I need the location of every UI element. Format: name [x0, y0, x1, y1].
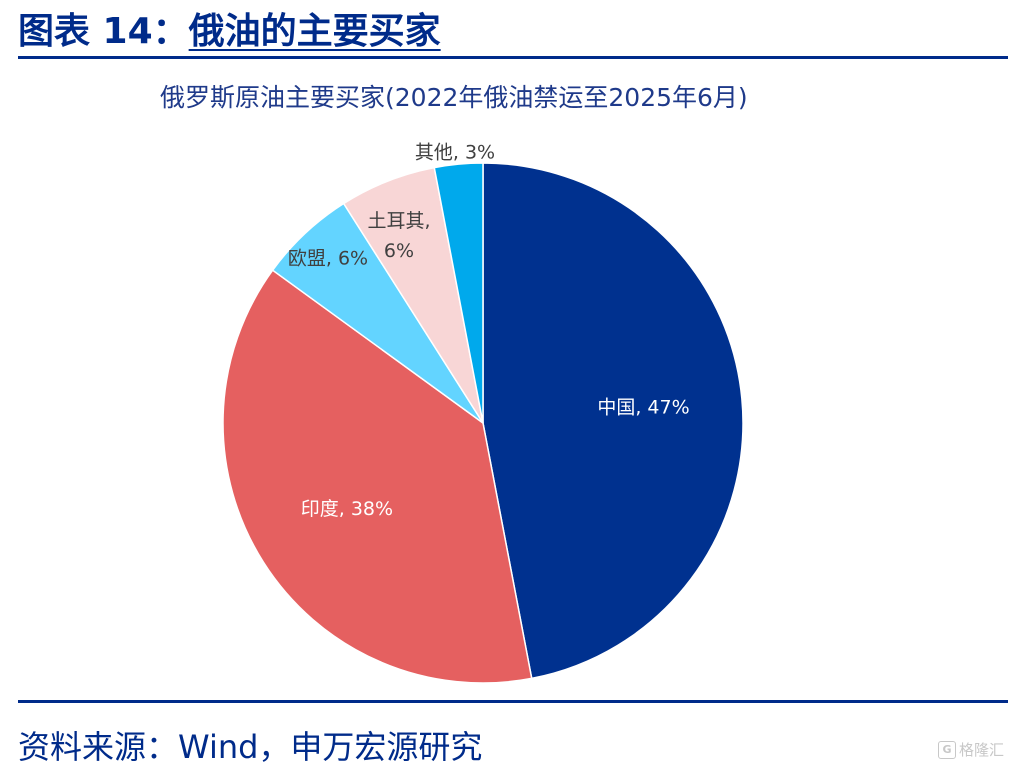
figure-title: 俄油的主要买家 — [188, 11, 441, 52]
pie-label-2: 印度, 38% — [301, 498, 393, 520]
watermark: G 格隆汇 — [937, 739, 1004, 760]
pie-slice-5 — [433, 162, 484, 424]
watermark-logo-icon: G — [937, 740, 956, 759]
pie-label-4: 土耳其, 6% — [367, 210, 430, 262]
pie-label-4-line-2: 6% — [384, 240, 414, 262]
pie-label-4-line-1: 土耳其, — [367, 210, 430, 232]
source-note: 资料来源：Wind，申万宏源研究 — [18, 728, 483, 766]
figure-header: 图表 14： 俄油的主要买家 — [18, 4, 441, 52]
pie-slices — [222, 162, 744, 684]
chart-title: 俄罗斯原油主要买家(2022年俄油禁运至2025年6月) — [160, 83, 748, 112]
pie-label-3: 欧盟, 6% — [288, 248, 368, 270]
watermark-text: 格隆汇 — [958, 741, 1004, 759]
pie-label-1: 中国, 47% — [597, 396, 689, 418]
footer-divider — [18, 700, 1008, 703]
pie-slice-1 — [482, 162, 744, 680]
pie-slice-2 — [222, 269, 533, 684]
header-divider — [18, 56, 1008, 59]
figure-number: 图表 14： — [18, 11, 189, 52]
pie-label-5: 其他, 3% — [415, 142, 495, 164]
pie-labels: 中国, 47% 印度, 38% 欧盟, 6% 土耳其, 6% 其他, 3% — [288, 142, 690, 520]
